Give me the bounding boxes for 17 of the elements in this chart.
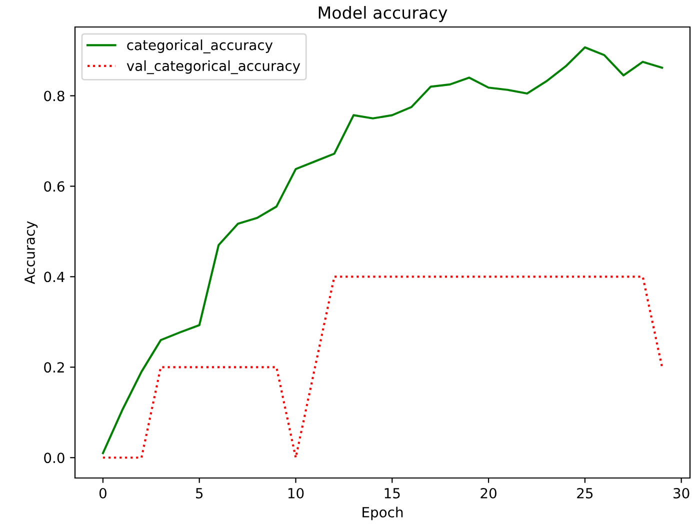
x-tick-label: 5 [196,488,203,498]
legend-label: val_categorical_accuracy [126,60,300,74]
legend-label: categorical_accuracy [127,40,273,54]
x-tick-label: 0 [99,488,106,498]
chart-title: Model accuracy [318,6,448,22]
x-tick-label: 10 [288,488,304,498]
x-tick-label: 15 [384,488,400,498]
x-tick-label: 20 [480,488,496,498]
y-tick-label: 0.8 [44,90,64,102]
y-tick-label: 0.0 [44,452,64,464]
x-tick-label: 25 [577,488,593,498]
y-axis-title: Accuracy [24,221,38,284]
x-tick-label: 30 [674,488,690,498]
y-tick-label: 0.6 [44,181,64,192]
y-tick-label: 0.4 [44,272,64,282]
y-tick-label: 0.2 [44,362,64,373]
x-axis-title: Epoch [362,506,403,520]
